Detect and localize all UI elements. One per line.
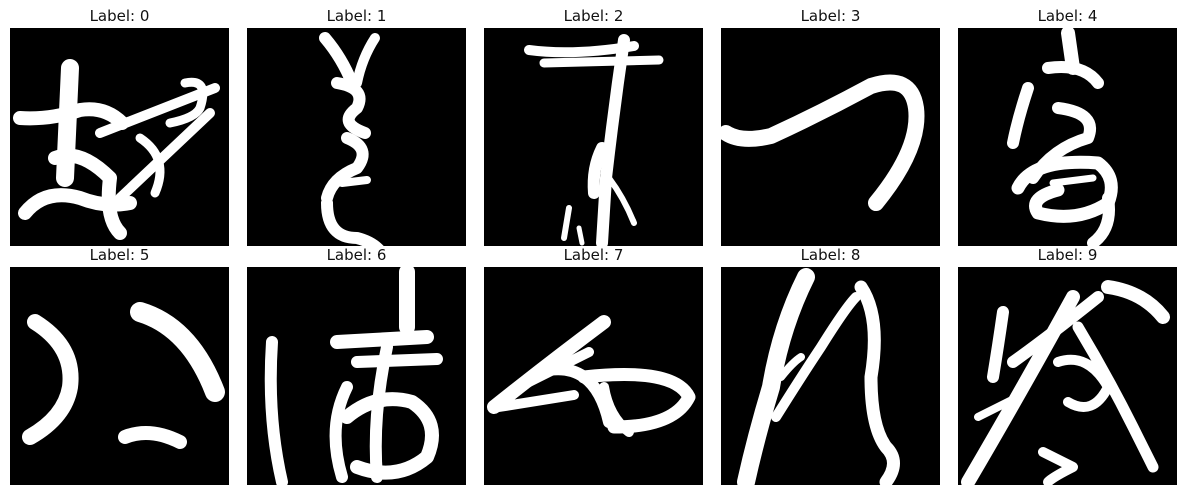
glyph-image [721, 28, 940, 246]
glyph-image [10, 267, 229, 485]
panel-title: Label: 5 [89, 246, 150, 264]
panel-title: Label: 0 [89, 7, 150, 25]
panel-title: Label: 6 [326, 246, 387, 264]
glyph-image [247, 28, 466, 246]
glyph-drawing [524, 34, 664, 246]
glyph-drawing [737, 268, 900, 485]
panel-title: Label: 4 [1037, 7, 1098, 25]
glyph-drawing [961, 280, 1170, 485]
glyph-drawing [22, 302, 225, 449]
glyph-image [958, 28, 1177, 246]
panel-title: Label: 3 [800, 7, 861, 25]
glyph-image [484, 28, 703, 246]
glyph-image [721, 267, 940, 485]
glyph-drawing [721, 74, 925, 211]
glyph-drawing [13, 59, 220, 240]
panel-title: Label: 9 [1037, 246, 1098, 264]
glyph-drawing [487, 315, 696, 437]
glyph-drawing [319, 32, 384, 246]
panel-title: Label: 1 [326, 7, 387, 25]
panel-title: Label: 7 [563, 246, 624, 264]
glyph-image [247, 267, 466, 485]
panel-title: Label: 8 [800, 246, 861, 264]
glyph-image [958, 267, 1177, 485]
glyph-image [484, 267, 703, 485]
glyph-image [10, 28, 229, 246]
glyph-drawing [264, 267, 443, 485]
panel-title: Label: 2 [563, 7, 624, 25]
glyph-drawing [1007, 28, 1118, 246]
